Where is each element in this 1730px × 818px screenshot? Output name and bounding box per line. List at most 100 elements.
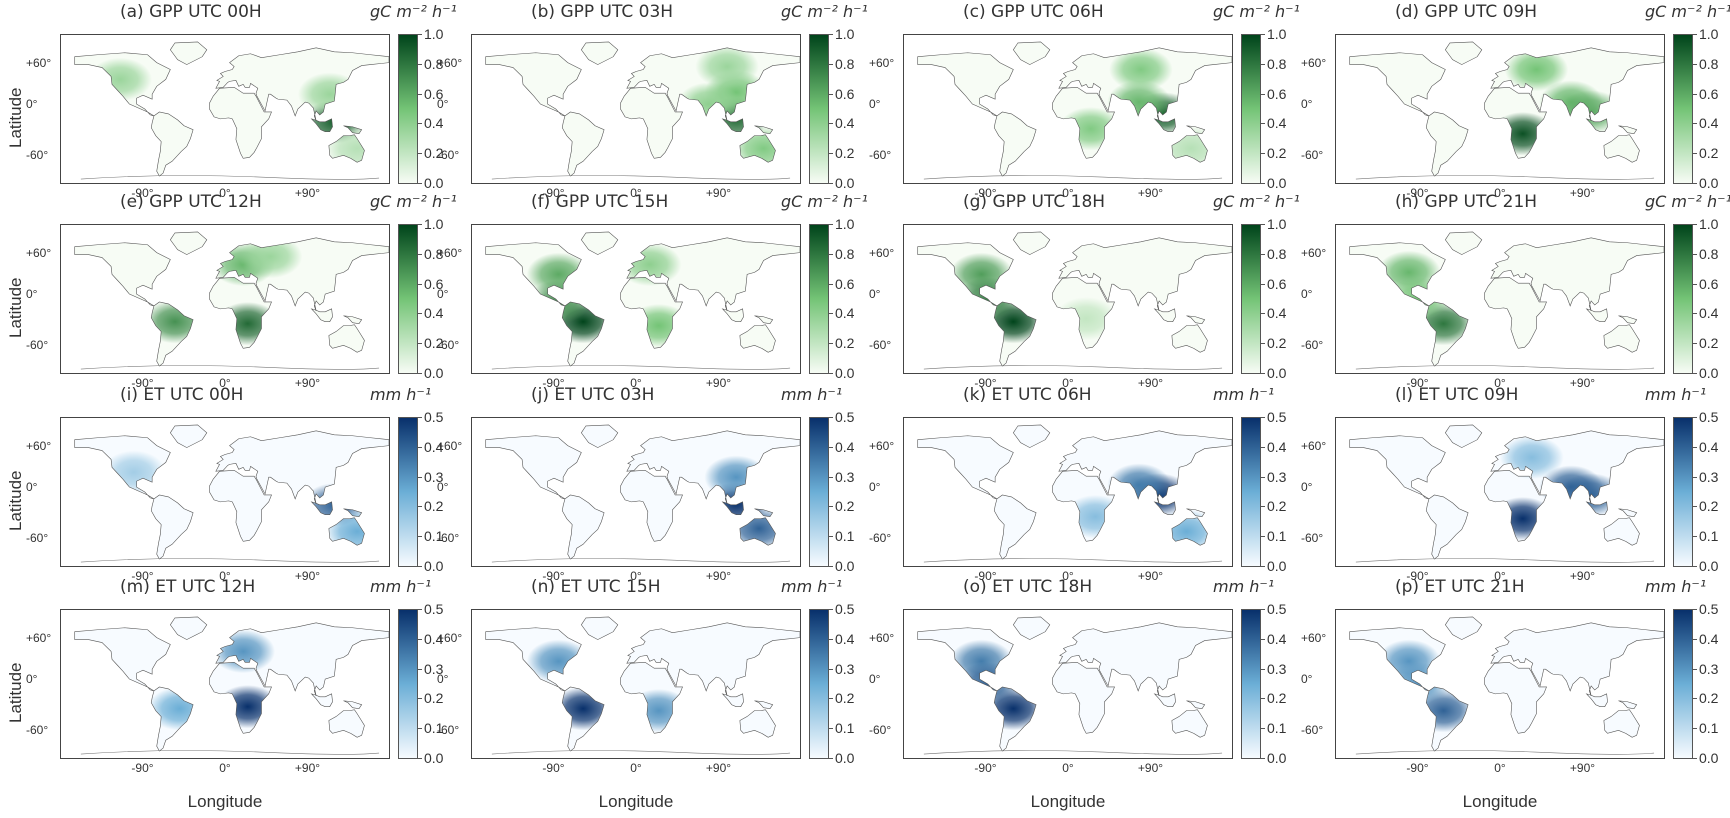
coastline bbox=[1425, 111, 1469, 177]
colorbar-tick-mark bbox=[1261, 224, 1265, 225]
colorbar-tick-mark bbox=[1693, 536, 1697, 538]
map-panel: (c) GPP UTC 06H gC m⁻² h⁻¹ +60° 0° -60° -90° 0… bbox=[858, 0, 1300, 200]
colorbar-tick-mark bbox=[1261, 373, 1265, 374]
land-base bbox=[1349, 435, 1446, 499]
map-axes bbox=[903, 609, 1233, 759]
colorbar-tick-mark bbox=[829, 698, 833, 700]
map-axes bbox=[471, 224, 801, 374]
coastline bbox=[1490, 430, 1664, 504]
colorbar-tick-mark bbox=[1693, 638, 1697, 640]
colorbar-tick-mark bbox=[418, 476, 422, 478]
colorbar-tick-label: 0.2 bbox=[1699, 498, 1719, 515]
world-map bbox=[74, 616, 389, 755]
colorbar-tick-label: 0.2 bbox=[1699, 145, 1719, 162]
land-base bbox=[1618, 125, 1637, 134]
lat-tick-label: -60° bbox=[1301, 337, 1324, 352]
antarctica-coast bbox=[1355, 558, 1655, 563]
land-base bbox=[1484, 662, 1547, 734]
antarctica-coast bbox=[491, 365, 791, 370]
value-hotspot bbox=[626, 688, 691, 733]
colorbar-tick-mark bbox=[829, 506, 833, 508]
map-panel: (i) ET UTC 00H mm h⁻¹ +60° 0° -60° -90° 0° +90°… bbox=[0, 383, 443, 583]
coastline bbox=[1425, 494, 1469, 560]
value-hotspot bbox=[626, 303, 691, 348]
land-base bbox=[917, 52, 1014, 116]
land-base bbox=[328, 709, 365, 738]
lon-tick-label: -90° bbox=[974, 376, 997, 390]
coastline bbox=[626, 430, 800, 504]
colorbar-tick-mark bbox=[1693, 609, 1697, 610]
colorbar-tick-mark bbox=[1693, 283, 1697, 285]
coastline bbox=[215, 430, 389, 504]
colorbar-tick-mark bbox=[1261, 313, 1265, 315]
colorbar-tick-mark bbox=[418, 758, 422, 759]
coastline bbox=[993, 494, 1037, 560]
colorbar bbox=[398, 34, 418, 184]
colorbar-tick-label: 1.0 bbox=[835, 216, 855, 232]
colorbar-tick-mark bbox=[829, 283, 833, 285]
coastline bbox=[74, 435, 171, 500]
coastline bbox=[1186, 125, 1206, 134]
coastline bbox=[1186, 315, 1206, 324]
lat-tick-label: -60° bbox=[1301, 530, 1324, 545]
coastline bbox=[1490, 622, 1664, 696]
colorbar-tick-mark bbox=[1261, 343, 1265, 345]
land-base bbox=[151, 494, 194, 560]
coastline bbox=[993, 686, 1037, 752]
colorbar-tick-mark bbox=[829, 123, 833, 125]
colorbar-unit: gC m⁻² h⁻¹ bbox=[781, 192, 868, 211]
colorbar bbox=[809, 34, 829, 184]
panel-title: (j) ET UTC 03H bbox=[531, 385, 655, 405]
lon-tick-label: -90° bbox=[974, 761, 997, 775]
colorbar-tick-label: 0.8 bbox=[1699, 55, 1719, 72]
land-base bbox=[1484, 277, 1547, 349]
colorbar-tick-label: 0.6 bbox=[1267, 85, 1287, 102]
coastline bbox=[561, 686, 605, 752]
colorbar-tick-mark bbox=[418, 93, 422, 95]
coastline bbox=[1052, 661, 1115, 734]
colorbar-tick-mark bbox=[418, 283, 422, 285]
lon-tick-label: +90° bbox=[705, 186, 732, 200]
value-hotspot bbox=[727, 506, 791, 551]
colorbar-tick-mark bbox=[1261, 93, 1265, 95]
coastline bbox=[739, 709, 776, 738]
colorbar-tick-label: 0.0 bbox=[835, 558, 855, 574]
value-hotspot bbox=[704, 455, 769, 499]
coastline bbox=[1349, 627, 1446, 692]
coastline bbox=[1153, 693, 1176, 707]
colorbar-tick-label: 0.5 bbox=[424, 601, 444, 617]
land-base bbox=[994, 494, 1037, 560]
lon-tick-label: 0° bbox=[219, 761, 231, 775]
map-panel: (a) GPP UTC 00H gC m⁻² h⁻¹ +60° 0° -60° -90° 0… bbox=[0, 0, 457, 200]
colorbar-unit: mm h⁻¹ bbox=[1645, 577, 1707, 596]
colorbar-tick-mark bbox=[829, 758, 833, 759]
colorbar-tick-mark bbox=[829, 93, 833, 95]
antarctica-coast bbox=[923, 175, 1223, 180]
land-base bbox=[620, 470, 683, 542]
colorbar-tick-mark bbox=[1693, 183, 1697, 184]
land-base bbox=[917, 435, 1014, 499]
colorbar-tick-label: 0.8 bbox=[835, 245, 855, 262]
lon-tick-label: +90° bbox=[1137, 186, 1164, 200]
coastline bbox=[1153, 308, 1176, 322]
colorbar bbox=[1241, 224, 1261, 374]
colorbar-tick-label: 1.0 bbox=[424, 26, 444, 42]
lon-tick-label: -90° bbox=[974, 569, 997, 583]
coastline bbox=[1484, 86, 1547, 159]
coastline bbox=[1484, 661, 1547, 734]
colorbar-tick-mark bbox=[1693, 63, 1697, 65]
map-axes bbox=[60, 609, 390, 759]
colorbar-tick-label: 0.2 bbox=[1699, 690, 1719, 707]
land-base bbox=[1186, 700, 1205, 709]
colorbar-tick-mark bbox=[1693, 93, 1697, 95]
colorbar bbox=[809, 417, 829, 567]
land-base bbox=[343, 700, 362, 709]
lat-tick-label: -60° bbox=[869, 147, 892, 162]
colorbar-tick-label: 0.0 bbox=[1699, 365, 1719, 381]
coastline bbox=[721, 501, 744, 515]
land-base bbox=[215, 430, 389, 504]
colorbar-tick-label: 0.5 bbox=[1699, 601, 1719, 617]
panel-title: (i) ET UTC 00H bbox=[120, 385, 244, 405]
coastline bbox=[74, 627, 171, 692]
world-map bbox=[485, 41, 800, 180]
